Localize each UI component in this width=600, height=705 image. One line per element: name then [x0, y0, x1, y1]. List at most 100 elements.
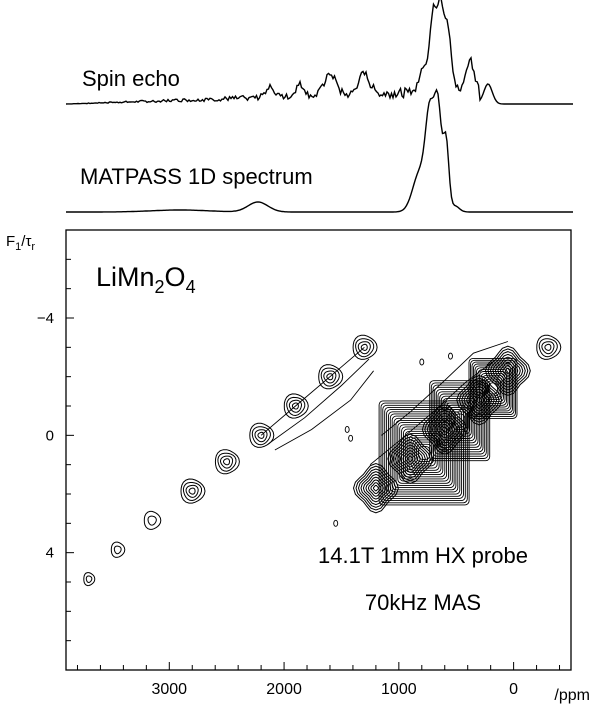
- contour-line: [538, 338, 558, 358]
- contour-line: [217, 452, 237, 472]
- matpass-1d-label: MATPASS 1D spectrum: [80, 164, 313, 189]
- contour-line: [182, 482, 202, 502]
- contour-line: [504, 367, 511, 375]
- contour-line: [432, 384, 487, 457]
- contour-line: [429, 380, 491, 462]
- contour-line: [387, 433, 434, 484]
- contour-speck: [419, 358, 425, 366]
- contour-line: [326, 373, 334, 381]
- contour-line: [386, 409, 463, 497]
- contour-line: [380, 402, 468, 504]
- contour-line: [185, 484, 199, 498]
- x-tick-label: 3000: [151, 681, 187, 698]
- contour-line: [477, 369, 509, 408]
- contour-line: [408, 435, 440, 471]
- contour-line: [352, 462, 399, 514]
- contour-line: [407, 455, 414, 463]
- contour-line: [479, 371, 507, 406]
- spin-echo-trace: [65, 0, 573, 105]
- contour-line: [452, 411, 467, 431]
- contour-line: [370, 482, 382, 495]
- contour-line: [388, 411, 461, 495]
- contour-line: [474, 365, 512, 412]
- y-tick-label: 4: [46, 545, 54, 562]
- contour-line: [430, 382, 489, 459]
- contour-line: [476, 367, 510, 410]
- contour-line: [378, 400, 470, 506]
- contour-line: [365, 476, 387, 500]
- contour-line: [404, 430, 444, 476]
- contour-line: [357, 341, 371, 355]
- contour-speck: [344, 426, 350, 433]
- contour-line: [440, 395, 479, 446]
- contour-line: [470, 359, 516, 418]
- x-axis-ticks: 3000 2000 1000 0: [76, 662, 561, 698]
- annotation-probe: 14.1T 1mm HX probe: [318, 543, 528, 568]
- contour-line: [449, 406, 471, 435]
- contour-line: [541, 341, 555, 355]
- spin-echo-label: Spin echo: [82, 66, 180, 91]
- contour-peaks: [83, 334, 562, 587]
- contour-line: [85, 575, 93, 584]
- contour-line: [435, 389, 484, 453]
- contour-line: [323, 370, 337, 384]
- contour-line: [444, 400, 476, 442]
- y-tick-label: 0: [46, 427, 54, 444]
- contour-line: [410, 437, 438, 469]
- contour-line: [544, 343, 552, 351]
- contour-line: [382, 404, 466, 502]
- contour-line: [439, 393, 481, 448]
- y-axis-ticks: −4 0 4: [37, 258, 74, 671]
- contour-line: [320, 367, 340, 387]
- annotation-mas: 70kHz MAS: [365, 590, 481, 615]
- contour-line: [147, 515, 157, 526]
- contour-line: [412, 439, 436, 467]
- matpass-1d-trace: [66, 88, 573, 213]
- contour-line: [450, 409, 469, 433]
- sideband-streaks: [260, 341, 509, 527]
- contour-line: [437, 391, 482, 451]
- contour-line: [487, 348, 529, 394]
- contour-line: [249, 422, 275, 448]
- contour-line: [401, 426, 448, 480]
- plot-frame: [65, 229, 572, 671]
- contour-line: [83, 572, 96, 587]
- contour-line: [251, 426, 271, 446]
- contour-line: [397, 422, 451, 484]
- contour-line: [318, 364, 344, 390]
- contour-line: [143, 510, 162, 530]
- contour-line: [442, 397, 477, 444]
- contour-line: [445, 402, 474, 439]
- contour-line: [486, 380, 500, 397]
- contour-line: [222, 458, 230, 466]
- contour-line: [393, 417, 455, 489]
- contour-line: [110, 541, 126, 558]
- contour-line: [283, 393, 309, 419]
- contour-speck: [333, 519, 339, 527]
- y-tick-label: −4: [37, 310, 54, 327]
- x-tick-label: 1000: [381, 681, 417, 698]
- y-axis-label: F1/τr: [6, 233, 35, 253]
- contour-line: [536, 334, 562, 360]
- contour-line: [355, 338, 375, 358]
- contour-line: [254, 429, 268, 443]
- contour-line: [482, 374, 504, 403]
- contour-line: [360, 343, 368, 351]
- contour-line: [414, 441, 434, 465]
- contour-line: [406, 432, 442, 473]
- contour-line: [286, 396, 306, 417]
- streak-line: [381, 341, 509, 436]
- contour-line: [180, 478, 206, 504]
- contour-line: [389, 413, 459, 493]
- contour-line: [219, 455, 234, 469]
- x-axis-unit: /ppm: [554, 687, 590, 704]
- contour-line: [485, 378, 501, 399]
- contour-line: [352, 334, 378, 360]
- contour-line: [454, 413, 466, 428]
- contour-line: [360, 471, 392, 506]
- contour-line: [291, 402, 299, 410]
- contour-line: [355, 465, 397, 511]
- x-tick-label: 2000: [266, 681, 302, 698]
- contour-line: [399, 424, 449, 482]
